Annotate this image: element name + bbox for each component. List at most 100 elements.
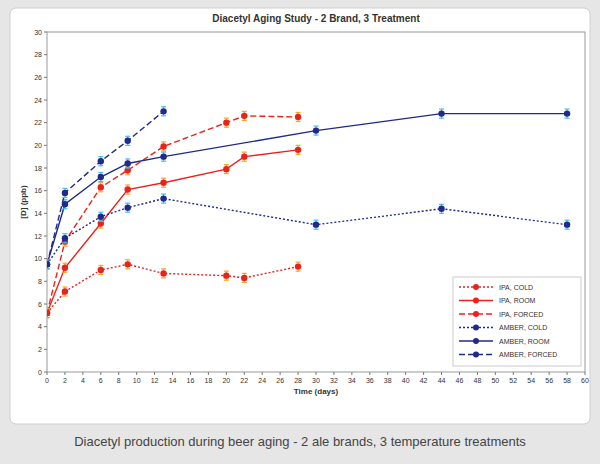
x-tick-label: 32 [330,377,338,384]
error-cap [98,212,103,213]
error-cap [439,118,444,119]
x-tick-label: 22 [240,377,248,384]
error-cap [47,317,50,318]
legend-swatch-marker [473,338,479,344]
data-point [160,195,166,201]
error-cap [98,191,103,192]
error-bar [98,173,103,182]
error-bar [62,263,67,272]
x-tick [423,372,424,375]
error-cap [62,246,67,247]
x-tick-label: 28 [294,377,302,384]
error-bar [296,262,301,271]
data-point [160,153,166,159]
error-cap [161,115,166,116]
y-tick [44,122,47,123]
error-bar [161,269,166,278]
x-tick [244,372,245,375]
x-tick-label: 4 [81,377,85,384]
legend-label: IPA, ROOM [499,297,536,304]
y-tick-label: 0 [38,369,42,376]
error-cap [47,259,50,260]
x-tick-label: 2 [63,377,67,384]
error-cap [314,125,319,126]
y-tick-label: 2 [38,346,42,353]
error-cap [314,229,319,230]
error-cap [47,268,50,269]
error-bar [98,265,103,274]
data-point [313,221,319,227]
error-cap [125,184,130,185]
series-line [47,264,298,313]
data-point [47,261,50,267]
error-cap [296,271,301,272]
error-bar [98,183,103,192]
y-tick-label: 30 [34,29,42,36]
y-tick [44,281,47,282]
error-cap [125,136,130,137]
error-cap [242,273,247,274]
error-cap [224,271,229,272]
error-cap [161,106,166,107]
x-tick-label: 12 [151,377,159,384]
error-cap [242,152,247,153]
y-tick [44,304,47,305]
x-tick-label: 46 [456,377,464,384]
data-point [125,160,131,166]
error-cap [47,308,50,309]
x-tick [513,372,514,375]
error-cap [125,212,130,213]
error-bar [161,178,166,187]
error-cap [296,112,301,113]
y-tick [44,77,47,78]
error-bar [242,152,247,161]
x-tick [459,372,460,375]
x-tick-label: 36 [366,377,374,384]
error-bar [296,145,301,154]
legend-swatch-marker [473,298,479,304]
error-cap [125,158,130,159]
error-cap [296,154,301,155]
error-cap [224,164,229,165]
y-tick-label: 24 [34,97,42,104]
error-cap [161,203,166,204]
legend-swatch-marker [473,352,479,358]
data-point [241,113,247,119]
data-point [47,310,50,316]
error-cap [314,220,319,221]
data-point [125,138,131,144]
error-cap [224,173,229,174]
error-bar [62,287,67,296]
x-tick-label: 56 [545,377,553,384]
error-cap [98,156,103,157]
error-bar [98,212,103,221]
x-tick-label: 58 [563,377,571,384]
x-tick [585,372,586,375]
x-tick-label: 38 [384,377,392,384]
data-point [160,270,166,276]
error-cap [224,127,229,128]
y-tick [44,190,47,191]
x-tick-label: 42 [420,377,428,384]
error-cap [62,272,67,273]
y-tick-label: 26 [34,74,42,81]
data-point [62,190,68,196]
series-line [47,199,567,265]
x-tick-label: 40 [402,377,410,384]
outer-background [0,0,600,464]
x-tick [316,372,317,375]
error-bar [161,194,166,203]
y-tick [44,213,47,214]
error-cap [125,174,130,175]
error-cap [98,221,103,222]
y-tick-label: 20 [34,142,42,149]
error-cap [47,308,50,309]
data-point [564,221,570,227]
y-tick [44,236,47,237]
error-cap [62,263,67,264]
error-bar [224,271,229,280]
data-point [295,147,301,153]
error-bar [439,204,444,213]
error-cap [565,118,570,119]
legend-label: IPA, FORCED [499,311,543,318]
